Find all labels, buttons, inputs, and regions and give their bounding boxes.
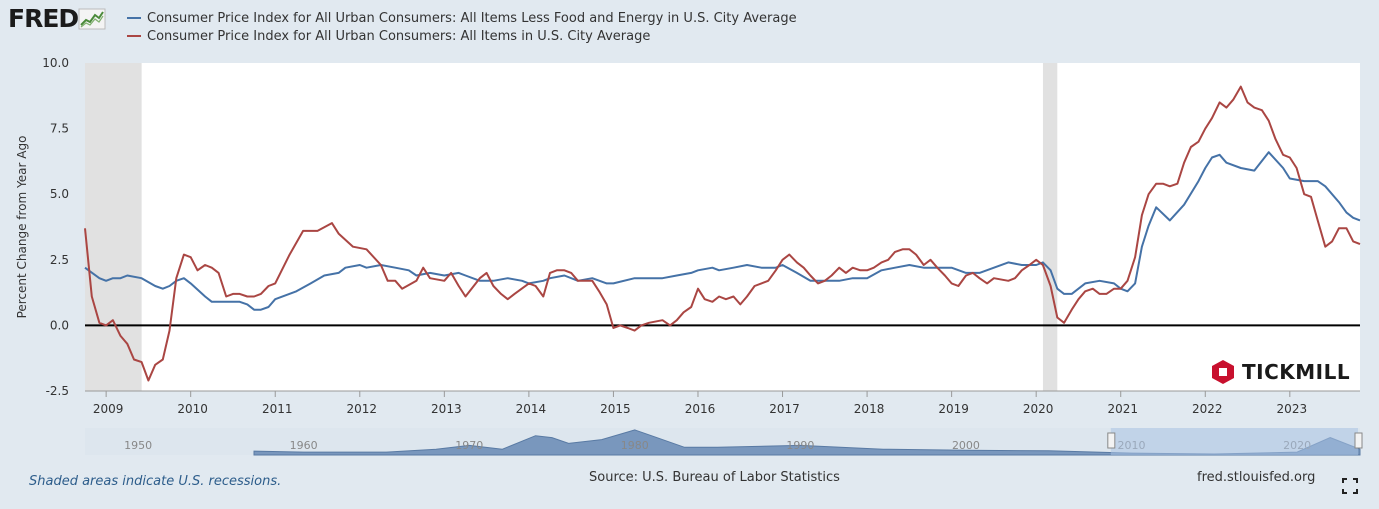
navigator-tick-label: 1950 [124, 439, 152, 452]
legend-item-core-cpi[interactable]: Consumer Price Index for All Urban Consu… [127, 9, 797, 27]
series-line-all-cpi [84, 85, 1361, 382]
navigator-tick-label: 1980 [621, 439, 649, 452]
navigator-tick-label: 2000 [952, 439, 980, 452]
navigator-tick-label: 1970 [455, 439, 483, 452]
source-note: Source: U.S. Bureau of Labor Statistics [589, 470, 840, 485]
fred-logo[interactable]: FRED [8, 4, 106, 33]
legend-label-core-cpi: Consumer Price Index for All Urban Consu… [147, 10, 797, 26]
x-tick-label: 2012 [347, 402, 378, 416]
logo-text: FRED [8, 4, 79, 33]
chart-legend: Consumer Price Index for All Urban Consu… [127, 9, 797, 45]
y-tick-label: 0.0 [50, 318, 69, 332]
tickmill-watermark: TICKMILL [1210, 359, 1350, 385]
recession-band-1 [1042, 63, 1058, 391]
x-tick-label: 2022 [1192, 402, 1223, 416]
y-tick-label: -2.5 [46, 384, 69, 398]
y-tick-label: 7.5 [50, 122, 69, 136]
legend-item-all-cpi[interactable]: Consumer Price Index for All Urban Consu… [127, 27, 797, 45]
x-tick-label: 2019 [938, 402, 969, 416]
x-tick-label: 2023 [1277, 402, 1308, 416]
x-tick-label: 2013 [431, 402, 462, 416]
legend-swatch-core-cpi [127, 17, 141, 19]
navigator-right-handle[interactable] [1354, 432, 1363, 449]
y-tick-label: 10.0 [42, 56, 69, 70]
recession-note: Shaded areas indicate U.S. recessions. [29, 474, 282, 489]
navigator-selection[interactable] [1110, 428, 1358, 455]
x-tick-label: 2018 [854, 402, 885, 416]
series-line-core-cpi [84, 151, 1361, 311]
y-axis-label: Percent Change from Year Ago [15, 136, 29, 319]
x-tick-label: 2014 [516, 402, 547, 416]
navigator-tick-label: 1960 [290, 439, 318, 452]
y-tick-label: 5.0 [50, 187, 69, 201]
legend-swatch-all-cpi [127, 35, 141, 37]
recession-band-0 [85, 63, 142, 391]
navigator-tick-label: 1990 [786, 439, 814, 452]
y-tick-label: 2.5 [50, 253, 69, 267]
x-tick-label: 2011 [262, 402, 293, 416]
expand-icon[interactable] [1342, 478, 1358, 494]
site-link[interactable]: fred.stlouisfed.org [1197, 470, 1316, 485]
tickmill-text: TICKMILL [1242, 360, 1351, 384]
x-tick-label: 2009 [93, 402, 124, 416]
x-tick-label: 2010 [177, 402, 208, 416]
plot-area [85, 63, 1360, 391]
legend-label-all-cpi: Consumer Price Index for All Urban Consu… [147, 28, 651, 44]
x-tick-label: 2015 [600, 402, 631, 416]
x-tick-label: 2020 [1023, 402, 1054, 416]
tickmill-logo-icon [1212, 360, 1234, 384]
x-tick-label: 2021 [1107, 402, 1138, 416]
x-tick-label: 2017 [769, 402, 800, 416]
fred-chart-logo-icon [78, 8, 106, 29]
navigator-left-handle[interactable] [1107, 432, 1116, 449]
x-tick-label: 2016 [685, 402, 716, 416]
